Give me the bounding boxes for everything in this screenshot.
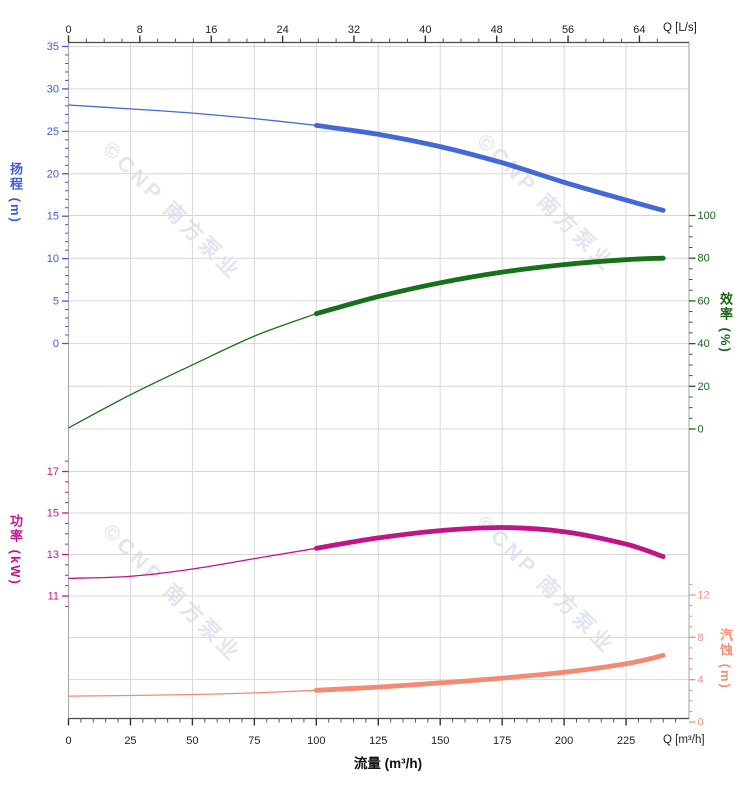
curve-eff-thick [313, 255, 666, 317]
bottom-axis-tick-label: 25 [124, 735, 136, 747]
curve-eff-thin [68, 313, 317, 429]
efficiency-axis-title: 效率 (%) [718, 292, 733, 354]
eff-tick-label: 80 [698, 253, 710, 265]
head-tick-label: 5 [53, 296, 59, 308]
eff-tick-label: 20 [698, 381, 710, 393]
eff-tick-label: 0 [698, 424, 704, 436]
bottom-axis-tick-label: 50 [186, 735, 198, 747]
top-axis-tick-label: 56 [562, 24, 574, 36]
eff-tick-label: 40 [698, 338, 710, 350]
npsh-tick-label: 8 [698, 632, 704, 644]
bottom-axis-tick-label: 200 [555, 735, 573, 747]
top-axis-unit-label: Q [L/s] [663, 22, 697, 34]
curve-pow-thin [68, 547, 317, 580]
head-tick-label: 0 [53, 338, 59, 350]
pow-tick-label: 17 [47, 466, 59, 478]
curve-head-thick [313, 123, 666, 213]
head-tick-label: 10 [47, 253, 59, 265]
npsh-axis-title: 汽蚀 (m) [718, 628, 733, 690]
top-axis-tick-label: 24 [276, 24, 288, 36]
head-axis-title: 扬程 (m) [8, 162, 23, 224]
eff-tick-label: 60 [698, 295, 710, 307]
curve-npsh-thin [68, 689, 317, 697]
top-axis-tick-label: 8 [137, 24, 143, 36]
bottom-axis-tick-label: 175 [493, 735, 511, 747]
eff-tick-label: 100 [698, 210, 716, 222]
bottom-axis-tick-label: 125 [369, 735, 387, 747]
head-tick-label: 35 [47, 41, 59, 53]
pow-tick-label: 11 [48, 591, 59, 603]
head-tick-label: 20 [47, 168, 59, 180]
curve-npsh-thick [313, 652, 666, 693]
flow-axis-title: 流量 (m³/h) [353, 756, 423, 771]
bottom-axis-tick-label: 150 [431, 735, 449, 747]
top-axis-tick-label: 16 [205, 24, 217, 36]
pow-tick-label: 15 [47, 508, 59, 520]
top-axis-tick-label: 32 [348, 24, 360, 36]
npsh-tick-label: 12 [698, 590, 710, 602]
curve-pow-thick [313, 525, 666, 559]
power-axis-title: 功率 (kW) [8, 514, 23, 586]
bottom-axis-tick-label: 225 [617, 735, 635, 747]
head-tick-label: 30 [47, 83, 59, 95]
curve-head-thin [68, 104, 317, 127]
top-axis-tick-label: 64 [633, 24, 645, 36]
head-tick-label: 25 [47, 126, 59, 138]
head-tick-label: 15 [47, 211, 59, 223]
top-axis-tick-label: 48 [491, 24, 503, 36]
bottom-axis-tick-label: 100 [307, 735, 325, 747]
npsh-tick-label: 0 [698, 717, 704, 729]
bottom-axis-tick-label: 0 [65, 735, 71, 747]
bottom-axis-tick-label: 75 [248, 735, 260, 747]
npsh-tick-label: 4 [698, 674, 704, 686]
bottom-axis-unit-label: Q [m³/h] [663, 734, 705, 746]
top-axis-tick-label: 40 [419, 24, 431, 36]
top-axis-tick-label: 0 [65, 24, 71, 36]
pow-tick-label: 13 [47, 549, 59, 561]
